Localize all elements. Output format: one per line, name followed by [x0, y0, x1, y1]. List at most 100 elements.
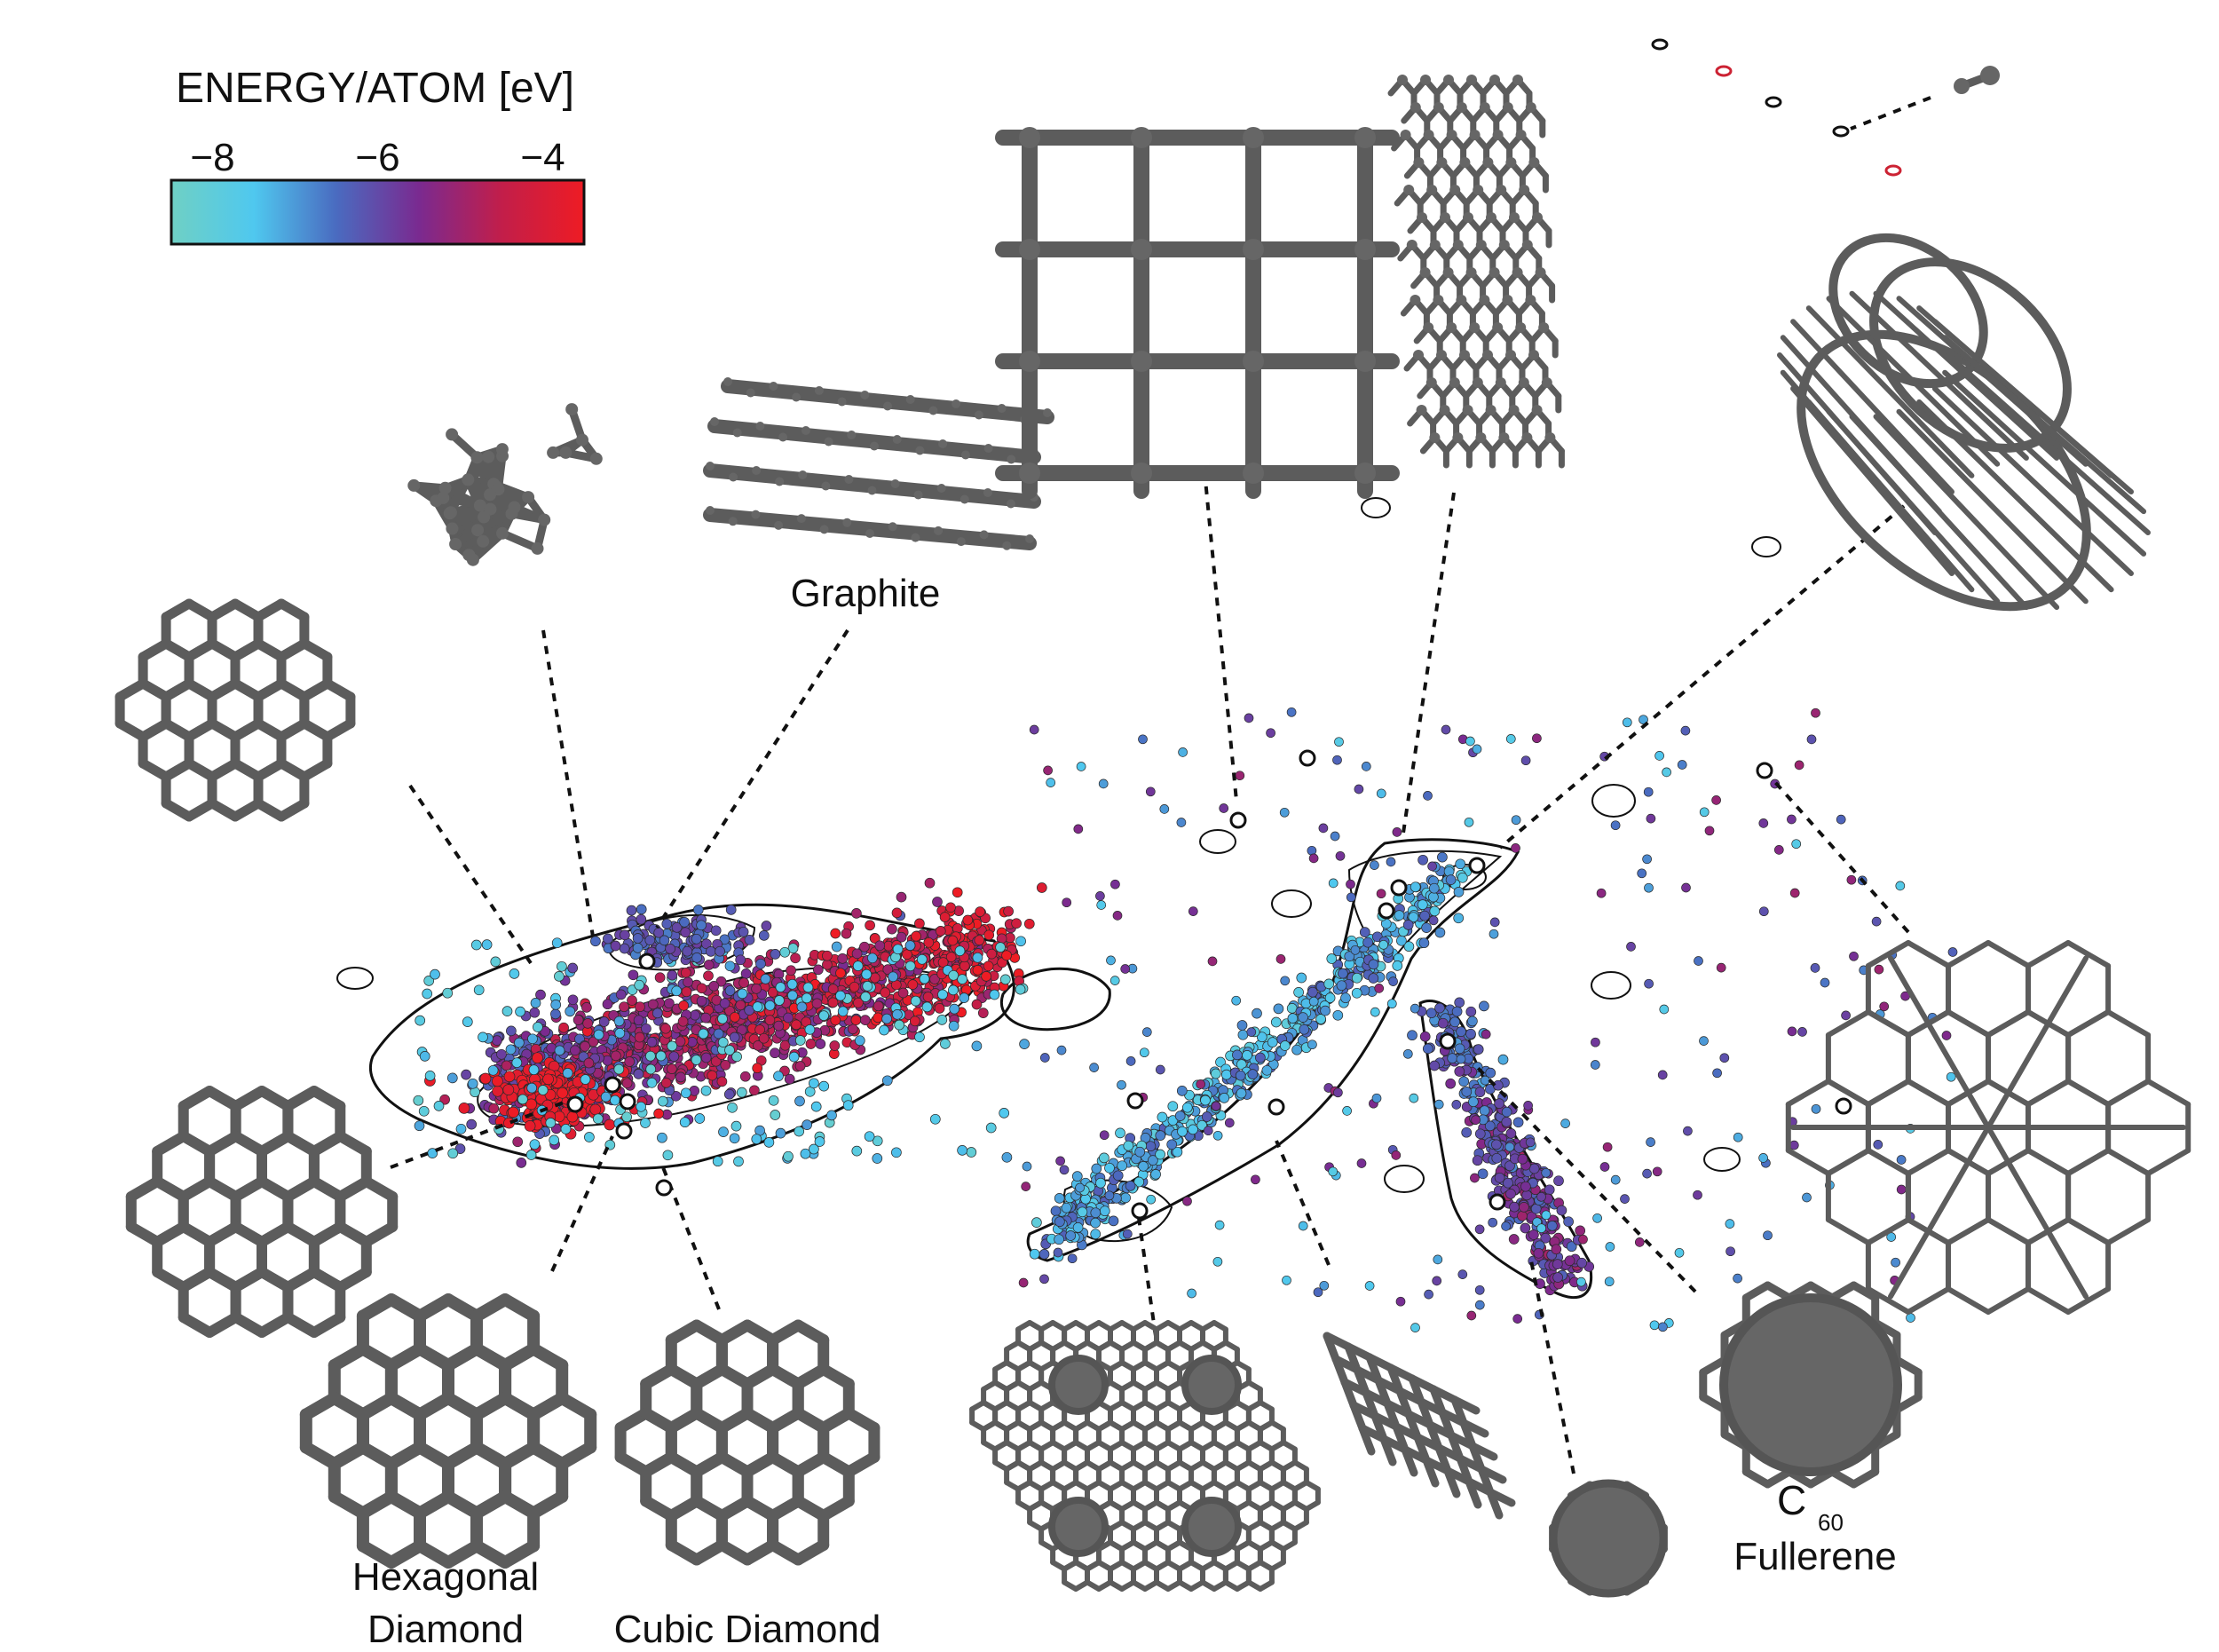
- sample-point: [1308, 996, 1319, 1007]
- sample-point: [526, 1082, 538, 1094]
- sample-point: [1364, 1281, 1375, 1291]
- sample-point: [1123, 1140, 1134, 1151]
- structure-marker: [1267, 1098, 1285, 1116]
- sample-point: [632, 943, 644, 953]
- sample-point: [1409, 1093, 1419, 1103]
- sample-point: [764, 1000, 776, 1011]
- contour-islet: [1384, 1165, 1425, 1193]
- sample-point: [430, 968, 440, 980]
- contour-islet: [1651, 38, 1669, 51]
- sample-point: [1763, 1230, 1773, 1241]
- sample-point: [774, 995, 785, 1006]
- sample-point: [851, 948, 863, 960]
- sample-point: [567, 962, 579, 974]
- sample-point: [896, 931, 907, 943]
- sample-point: [1520, 1222, 1531, 1234]
- sample-point: [763, 1137, 775, 1148]
- label-graphite: Graphite: [791, 572, 941, 615]
- sample-point: [1637, 868, 1647, 879]
- sample-point: [851, 1145, 863, 1157]
- sample-point: [593, 1029, 604, 1040]
- sample-point: [653, 1108, 664, 1119]
- sample-point: [1261, 1064, 1273, 1076]
- sample-point: [668, 1051, 680, 1062]
- sample-point: [1711, 795, 1721, 805]
- sample-point: [413, 1095, 424, 1106]
- contour-islet: [1832, 125, 1850, 138]
- sample-point: [829, 1040, 841, 1051]
- sample-point: [1489, 917, 1500, 928]
- sample-point: [850, 1015, 862, 1025]
- sample-point: [1368, 959, 1379, 970]
- sample-point: [1481, 1029, 1491, 1039]
- sample-point: [1519, 1202, 1529, 1213]
- sample-point: [1342, 1106, 1352, 1116]
- sample-point: [1296, 972, 1307, 984]
- sample-point: [592, 1113, 604, 1125]
- sample-point: [1096, 900, 1107, 910]
- sample-point: [947, 935, 959, 946]
- sample-point: [1410, 881, 1421, 893]
- sample-point: [706, 946, 716, 957]
- contour-left-islet: [336, 967, 374, 990]
- sample-point: [657, 1132, 667, 1143]
- sample-point: [1474, 1128, 1486, 1140]
- sample-point: [1120, 1192, 1131, 1204]
- sample-point: [696, 983, 707, 994]
- sample-point: [815, 1039, 826, 1049]
- sample-point: [1395, 1296, 1406, 1307]
- sample-point: [1110, 879, 1120, 889]
- sample-point: [1210, 1068, 1221, 1079]
- sample-point: [1646, 1137, 1655, 1147]
- hexagonal-diamond-icon: [299, 1293, 597, 1569]
- sample-point: [1423, 791, 1433, 801]
- sample-point: [1019, 1039, 1030, 1049]
- sample-point: [584, 1132, 595, 1142]
- sample-point: [1362, 937, 1373, 948]
- sample-point: [1336, 980, 1347, 992]
- sample-point: [1451, 1100, 1462, 1110]
- sample-point: [904, 960, 916, 972]
- sample-point: [1525, 1137, 1536, 1148]
- sample-point: [1232, 1049, 1243, 1061]
- sample-point: [1873, 1140, 1883, 1150]
- sample-point: [1073, 824, 1084, 834]
- sample-point: [557, 960, 567, 972]
- sample-point: [675, 1036, 686, 1047]
- sample-point: [800, 1148, 811, 1159]
- sample-point: [1334, 737, 1344, 747]
- sample-point: [779, 1039, 791, 1051]
- sample-point: [751, 984, 762, 994]
- sample-point: [873, 1012, 884, 1024]
- sample-point: [1512, 1117, 1524, 1128]
- sample-point: [758, 930, 770, 941]
- leader-line: [550, 1135, 614, 1272]
- sample-point: [1473, 1044, 1484, 1055]
- sample-point: [1427, 861, 1437, 872]
- sample-point: [957, 974, 967, 984]
- sample-point: [675, 1071, 686, 1083]
- sample-point: [1246, 1027, 1257, 1037]
- sample-point: [995, 942, 1006, 952]
- colorbar-tick-label: −8: [190, 136, 234, 179]
- contour-loop: [1000, 967, 1111, 1032]
- sample-point: [1122, 1229, 1133, 1239]
- sample-point: [535, 989, 546, 1000]
- nanotube-bundle-icon: [1777, 233, 2151, 612]
- sample-point: [830, 1015, 841, 1026]
- sample-point: [487, 1064, 499, 1076]
- sample-point: [1392, 960, 1403, 971]
- sample-point: [1351, 972, 1362, 984]
- sample-point: [852, 960, 864, 971]
- sample-point: [700, 1012, 711, 1024]
- sample-point: [1725, 1246, 1735, 1257]
- sample-point: [1279, 807, 1290, 818]
- sample-point: [1467, 1016, 1478, 1027]
- sample-point: [1247, 1069, 1259, 1079]
- sample-point: [937, 989, 948, 1000]
- sample-point: [1117, 1079, 1126, 1090]
- sample-point: [952, 887, 963, 898]
- sample-point: [907, 979, 919, 990]
- sample-point: [719, 934, 730, 945]
